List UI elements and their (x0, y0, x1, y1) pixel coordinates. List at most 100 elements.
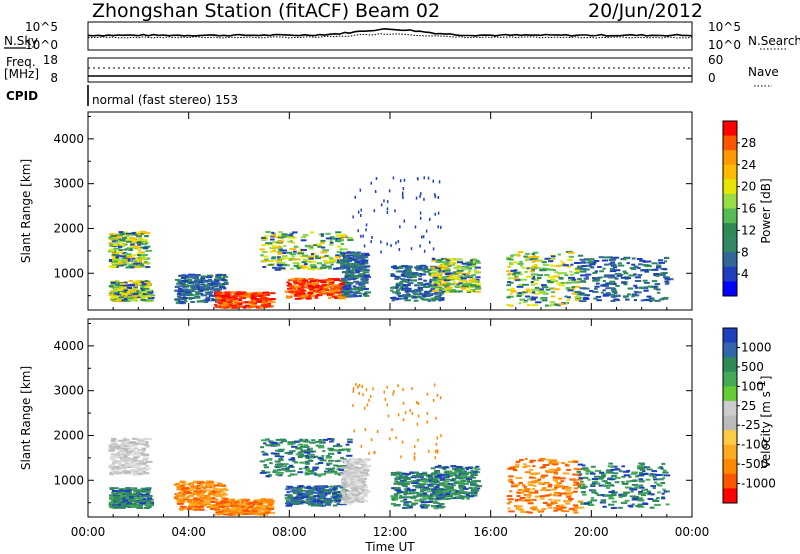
data-cell (518, 284, 524, 286)
data-cell (263, 466, 270, 469)
data-cell (654, 268, 659, 271)
data-cell (123, 286, 128, 289)
data-cell (223, 281, 229, 284)
data-cell (655, 288, 661, 291)
data-cell (326, 280, 333, 283)
data-cell (344, 282, 350, 285)
data-cell (442, 266, 448, 269)
data-cell (390, 273, 395, 275)
data-cell (257, 513, 264, 515)
data-cell (142, 443, 149, 446)
data-cell (322, 450, 326, 453)
data-cell (522, 301, 528, 303)
data-cell (340, 465, 348, 468)
data-cell (206, 286, 211, 288)
data-cell (525, 499, 531, 502)
data-cell (427, 284, 435, 287)
data-cell (329, 243, 334, 246)
data-cell (577, 265, 583, 268)
data-cell (353, 280, 360, 283)
data-cell (305, 463, 310, 466)
data-cell (233, 293, 238, 296)
data-cell (335, 254, 342, 257)
data-cell (361, 285, 366, 288)
date-label: 20/Jun/2012 (588, 0, 703, 22)
data-cell (280, 263, 288, 266)
data-cell (112, 502, 116, 505)
data-cell (346, 502, 353, 505)
data-cell (336, 291, 341, 294)
data-cell (305, 455, 309, 458)
data-cell (418, 278, 423, 281)
ytick-label: 2000 (53, 221, 84, 235)
data-cell (189, 491, 197, 494)
data-cell (438, 289, 446, 292)
data-cell (111, 490, 119, 492)
data-cell (215, 288, 220, 291)
data-cell (461, 283, 469, 286)
data-cell (435, 497, 442, 500)
data-cell (320, 239, 326, 242)
data-cell (224, 304, 231, 307)
data-cell (134, 501, 139, 504)
data-cell (429, 493, 436, 496)
data-cell (304, 471, 309, 474)
data-cell (142, 454, 150, 457)
data-cell (320, 279, 327, 282)
data-cell (432, 505, 438, 508)
data-cell (431, 278, 437, 281)
data-cell (334, 256, 339, 258)
data-cell (298, 288, 305, 291)
data-cell (334, 279, 341, 281)
data-cell (126, 240, 133, 243)
data-cell (403, 498, 408, 501)
data-cell (416, 472, 421, 475)
data-cell (319, 291, 323, 294)
nsky-tick-high: 10^5 (25, 20, 58, 34)
data-cell (287, 466, 295, 468)
data-cell (199, 286, 206, 288)
data-cell (420, 474, 424, 477)
data-cell (117, 235, 123, 238)
data-cell (115, 500, 120, 503)
data-cell (439, 484, 447, 487)
data-cell (472, 489, 480, 492)
data-cell (337, 491, 342, 493)
data-cell (427, 299, 432, 302)
data-cell (198, 484, 203, 486)
data-cell (302, 495, 308, 498)
data-cell (316, 289, 323, 292)
data-cell (414, 284, 418, 287)
data-cell (531, 253, 536, 255)
data-cell (605, 282, 612, 285)
data-cell (335, 289, 341, 292)
data-cell (242, 295, 247, 298)
data-cell (108, 466, 115, 469)
data-cell (552, 269, 556, 272)
data-cell (664, 276, 671, 279)
data-cell (380, 203, 383, 207)
data-cell (475, 276, 481, 279)
power-ylabel: Slant Range [km] (19, 159, 33, 263)
data-cell (313, 278, 319, 281)
data-cell (185, 291, 191, 294)
data-cell (130, 264, 135, 267)
data-cell (340, 235, 345, 238)
data-cell (396, 490, 403, 493)
data-cell (361, 257, 366, 260)
data-cell (435, 475, 442, 478)
data-cell (142, 470, 146, 473)
data-cell (118, 231, 124, 234)
data-cell (430, 484, 434, 487)
data-cell (188, 502, 196, 505)
data-cell (148, 506, 152, 508)
data-cell (398, 473, 406, 475)
data-cell (317, 262, 323, 265)
data-cell (112, 255, 116, 258)
data-cell (298, 297, 304, 300)
data-cell (518, 302, 522, 305)
data-cell (466, 495, 471, 498)
data-cell (250, 294, 256, 297)
data-cell (464, 275, 469, 278)
data-cell (298, 280, 305, 282)
